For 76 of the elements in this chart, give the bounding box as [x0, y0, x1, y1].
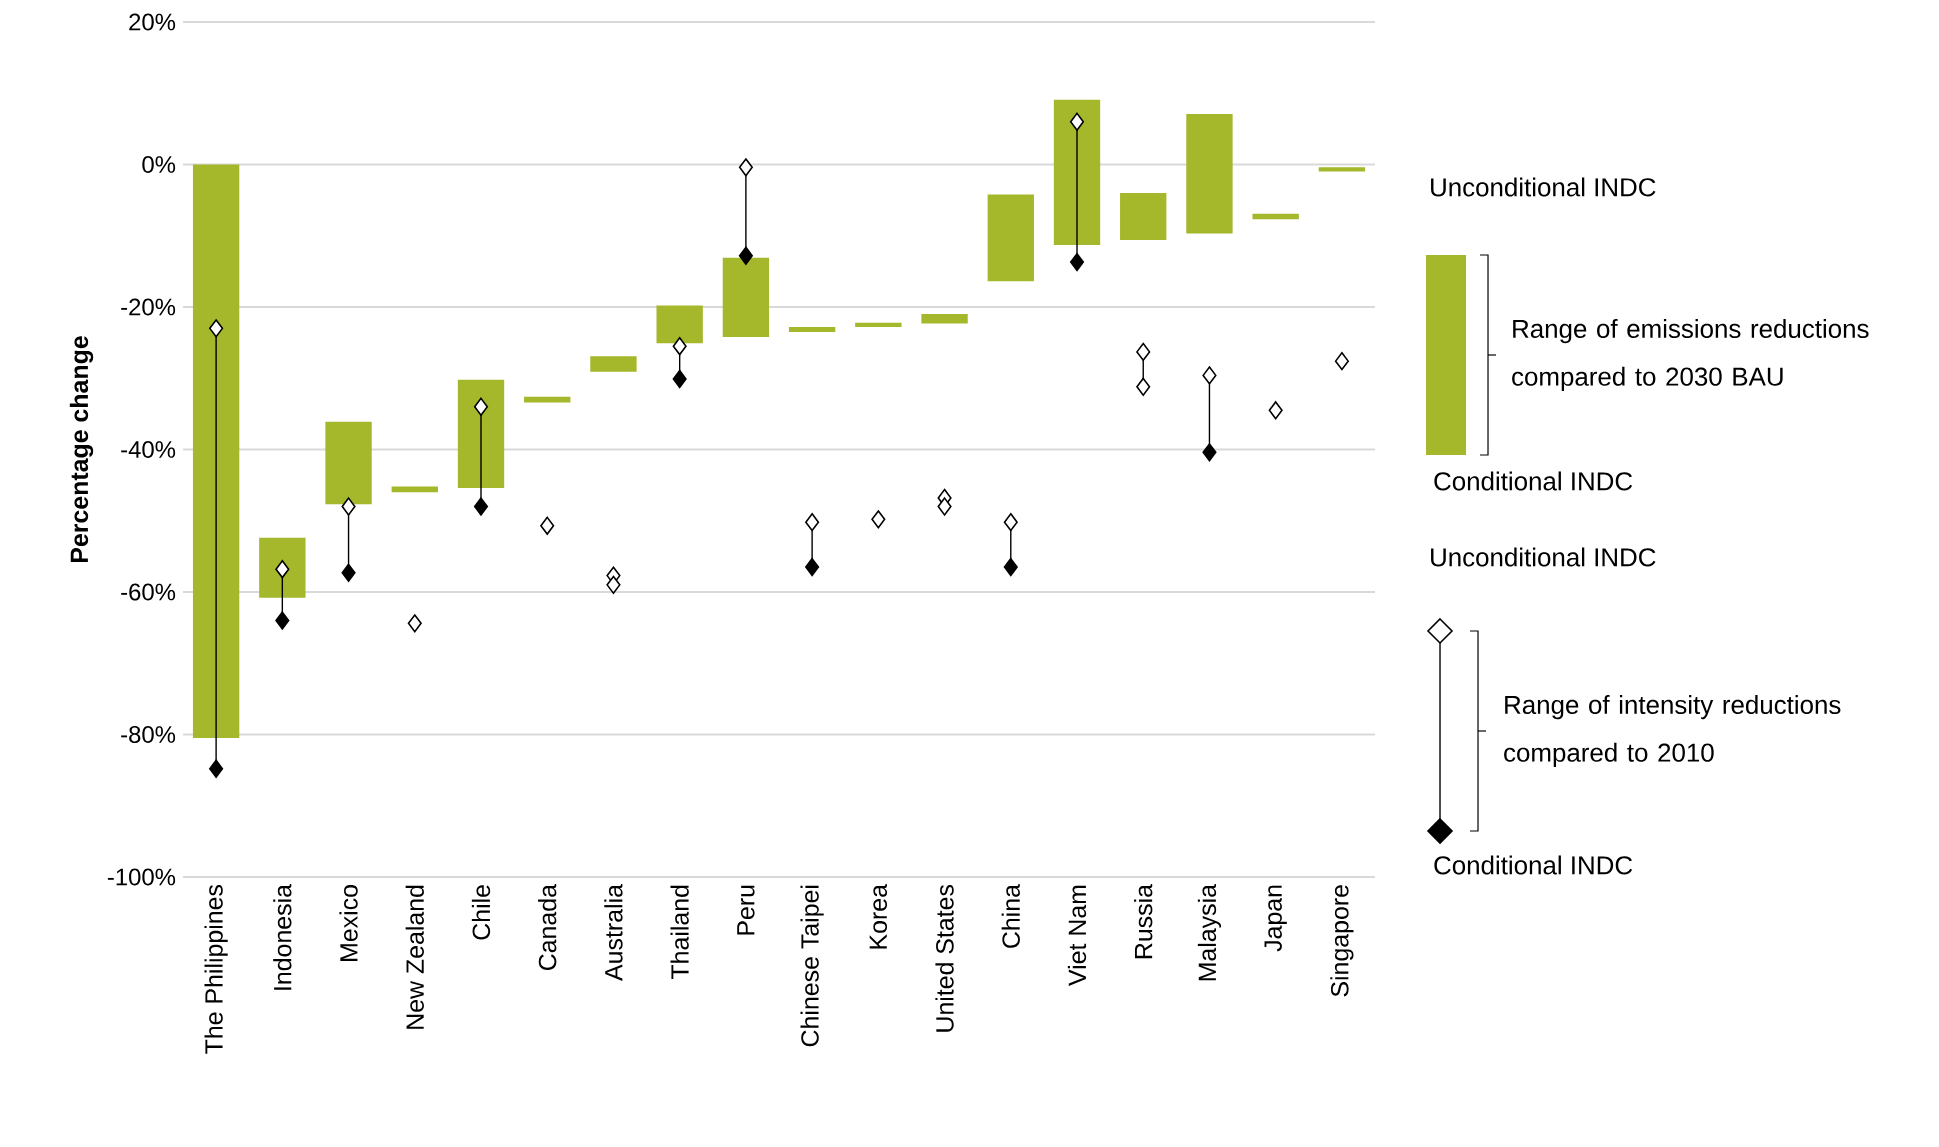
point	[1003, 557, 1018, 577]
point	[1069, 112, 1085, 131]
x-tick-label: United States	[935, 884, 954, 1032]
text: Range of emissions reductions compared to 2030 BAU	[1512, 318, 1869, 391]
y-axis-title: Percentage change	[69, 336, 94, 563]
point	[672, 337, 687, 356]
x-tick-label: Malaysia	[1197, 884, 1222, 981]
x-tick-label: Chile	[471, 885, 491, 940]
point	[1136, 342, 1151, 362]
text: Conditional INDC	[1434, 471, 1633, 491]
point	[672, 369, 687, 389]
x-tick-label: Russia	[1134, 884, 1153, 959]
y-tick-label: -100%	[107, 868, 176, 886]
point	[1202, 366, 1217, 385]
point	[1202, 443, 1217, 462]
bar	[788, 326, 836, 332]
bar	[921, 314, 968, 324]
x-tick-label: China	[1001, 884, 1020, 948]
bar	[1120, 192, 1167, 241]
bar	[1053, 99, 1101, 245]
x-tick-label: Peru	[737, 885, 755, 935]
bar	[1186, 113, 1233, 234]
point	[606, 575, 621, 595]
point	[1268, 401, 1283, 420]
point	[341, 497, 356, 516]
y-tick-label: 0%	[142, 156, 176, 173]
text: Unconditional INDC	[1431, 177, 1656, 197]
point	[341, 563, 356, 582]
x-tick-label: Viet Nam	[1067, 885, 1087, 986]
x-tick-label: Japan	[1264, 885, 1287, 952]
point	[805, 513, 820, 532]
bar	[325, 421, 372, 505]
y-tick-label: -80%	[121, 726, 176, 743]
bar	[590, 356, 637, 372]
point	[1136, 377, 1151, 396]
bar	[855, 322, 902, 327]
x-tick-label: Chinese Taipei	[800, 885, 824, 1047]
x-tick-label: Korea	[869, 884, 888, 949]
x-tick-label: The Philippines	[204, 884, 228, 1054]
point	[209, 759, 224, 778]
point	[407, 614, 422, 633]
point	[540, 516, 555, 535]
x-tick-label: Indonesia	[273, 884, 292, 990]
point	[1003, 513, 1018, 532]
text: Unconditional INDC	[1431, 547, 1656, 567]
x-tick-label: Australia	[604, 884, 623, 981]
point	[473, 497, 489, 516]
x-tick-label: Thailand	[670, 885, 689, 980]
point	[738, 246, 753, 265]
point	[1334, 351, 1349, 371]
bar	[656, 305, 703, 344]
point	[871, 510, 886, 529]
bar	[457, 379, 505, 488]
point	[1069, 252, 1085, 272]
y-tick-label: -40%	[121, 441, 176, 458]
bar	[192, 164, 240, 739]
legend-label: Conditional INDC	[1434, 855, 1633, 875]
point	[738, 158, 753, 177]
point	[805, 557, 820, 577]
point	[275, 611, 290, 630]
bar	[259, 537, 306, 598]
y-tick-label: 20%	[129, 13, 176, 31]
text: Range of intensity reductions compared to 2010	[1504, 695, 1841, 767]
point	[937, 497, 952, 516]
point	[275, 560, 290, 579]
y-tick-label: -20%	[121, 298, 176, 316]
bar	[722, 257, 770, 337]
x-tick-label: Canada	[538, 884, 557, 971]
x-tick-label: Singapore	[1330, 885, 1354, 997]
x-tick-label: New Zealand	[405, 885, 424, 1029]
point	[473, 397, 489, 416]
bar	[1318, 167, 1366, 172]
bar	[987, 194, 1034, 282]
x-tick-label: Mexico	[339, 885, 358, 961]
point	[209, 319, 224, 338]
y-tick-label: -60%	[121, 583, 176, 601]
